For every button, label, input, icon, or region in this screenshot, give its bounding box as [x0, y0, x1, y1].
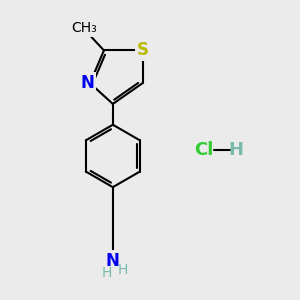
Text: CH₃: CH₃: [72, 21, 98, 35]
Text: H: H: [118, 263, 128, 278]
Text: H: H: [229, 141, 244, 159]
Text: S: S: [136, 41, 148, 59]
Text: N: N: [106, 253, 120, 271]
Text: H: H: [102, 266, 112, 280]
Text: Cl: Cl: [194, 141, 213, 159]
Text: N: N: [80, 74, 94, 92]
